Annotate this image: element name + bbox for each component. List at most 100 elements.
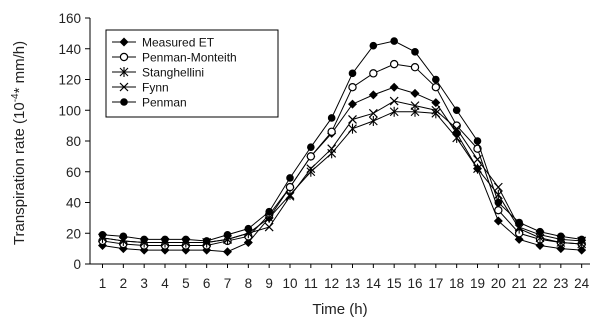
data-point-stanghellini (389, 106, 399, 117)
x-tick-label: 7 (224, 276, 232, 291)
data-point-fynn (431, 105, 441, 115)
data-point-measured-et (389, 82, 399, 92)
x-mark-stroke (348, 115, 357, 124)
open-circle-mark (389, 59, 399, 69)
data-point-measured-et (514, 234, 524, 244)
series-stanghellini (98, 106, 587, 250)
x-tick-label: 9 (265, 276, 273, 291)
data-point-penman-monteith (369, 69, 378, 78)
filled-circle-mark (452, 106, 461, 115)
diamond-mark (431, 98, 441, 108)
diamond-mark (368, 90, 378, 100)
series-line-fynn (102, 100, 582, 243)
data-point-measured-et (577, 245, 587, 255)
open-circle-mark (348, 82, 357, 92)
x-tick-label: 18 (449, 276, 464, 291)
x-mark-stroke (431, 105, 441, 115)
x-tick-label: 23 (553, 276, 568, 291)
filled-circle-mark (244, 224, 253, 233)
data-point-measured-et (223, 247, 232, 257)
filled-circle-mark (327, 114, 336, 122)
filled-circle-mark (286, 174, 294, 182)
x-tick-label: 11 (304, 276, 318, 291)
filled-circle-mark (390, 37, 398, 45)
legend-item-stanghellini: Stanghellini (112, 66, 204, 80)
data-point-measured-et (556, 244, 566, 254)
data-point-measured-et (348, 99, 357, 109)
open-circle-mark (410, 62, 420, 72)
data-point-penman (494, 198, 503, 207)
filled-circle-mark (515, 218, 523, 227)
legend-marker (119, 82, 129, 92)
legend-marker (119, 67, 129, 77)
legend-label: Fynn (142, 81, 169, 95)
x-tick-label: 2 (120, 276, 128, 291)
filled-circle-mark (432, 75, 440, 84)
filled-circle-mark (223, 230, 232, 239)
data-point-penman-monteith (494, 205, 503, 215)
data-point-penman-monteith (431, 82, 441, 92)
data-point-penman (140, 235, 148, 244)
diamond-mark (389, 82, 399, 92)
filled-circle-mark (98, 230, 107, 239)
data-point-measured-et (493, 216, 503, 226)
filled-circle-mark (120, 98, 128, 106)
y-tick-label: 40 (66, 196, 81, 211)
x-mark-stroke (368, 108, 378, 118)
open-circle-mark (285, 182, 295, 192)
data-point-stanghellini (452, 132, 462, 143)
open-circle-mark (327, 127, 336, 136)
data-point-measured-et (535, 241, 545, 251)
data-point-penman (265, 207, 273, 216)
diamond-mark (577, 245, 587, 255)
data-point-fynn (348, 115, 357, 124)
data-point-penman (411, 48, 419, 56)
data-point-penman (515, 218, 523, 227)
x-tick-label: 14 (366, 276, 382, 291)
x-mark-stroke (473, 155, 482, 164)
y-axis-title-suffix: * mm/h) (11, 41, 28, 94)
data-point-penman (369, 41, 378, 50)
y-tick-label: 140 (58, 42, 81, 57)
legend: Measured ETPenman-MonteithStanghelliniFy… (105, 29, 279, 118)
diamond-mark (348, 99, 357, 109)
filled-circle-mark (557, 232, 565, 241)
legend-label: Penman (142, 96, 187, 110)
y-tick-label: 60 (66, 165, 81, 180)
filled-circle-mark (265, 207, 273, 216)
diamond-mark (556, 244, 566, 254)
x-mark-stroke (410, 101, 420, 111)
series-penman (98, 37, 586, 245)
data-point-penman (119, 232, 128, 241)
data-point-penman (327, 114, 336, 122)
open-circle-mark (119, 52, 129, 62)
filled-circle-mark (182, 235, 190, 244)
filled-circle-mark (369, 41, 378, 50)
diamond-mark (514, 234, 524, 244)
legend-marker (119, 37, 129, 47)
data-point-penman (348, 69, 357, 78)
y-axis-title-prefix: Transpiration rate (10 (11, 102, 28, 245)
legend-marker (120, 98, 128, 106)
x-tick-label: 13 (345, 276, 360, 291)
data-point-fynn (473, 155, 482, 164)
filled-circle-mark (161, 235, 169, 244)
filled-circle-mark (307, 143, 315, 151)
data-point-penman-monteith (348, 82, 357, 92)
filled-circle-mark (348, 69, 357, 78)
diamond-mark (535, 241, 545, 251)
legend-item-measured-et: Measured ET (112, 36, 215, 50)
diamond-mark (410, 88, 420, 98)
x-tick-label: 12 (324, 276, 339, 291)
open-circle-mark (306, 152, 316, 161)
y-tick-label: 160 (58, 11, 81, 26)
data-point-penman-monteith (410, 62, 420, 72)
data-point-fynn (264, 222, 274, 232)
data-point-penman (286, 174, 294, 182)
x-tick-label: 21 (512, 276, 527, 291)
y-tick-label: 0 (73, 257, 81, 272)
series-group (98, 37, 587, 257)
x-tick-label: 19 (470, 276, 485, 291)
x-tick-label: 17 (428, 276, 443, 291)
